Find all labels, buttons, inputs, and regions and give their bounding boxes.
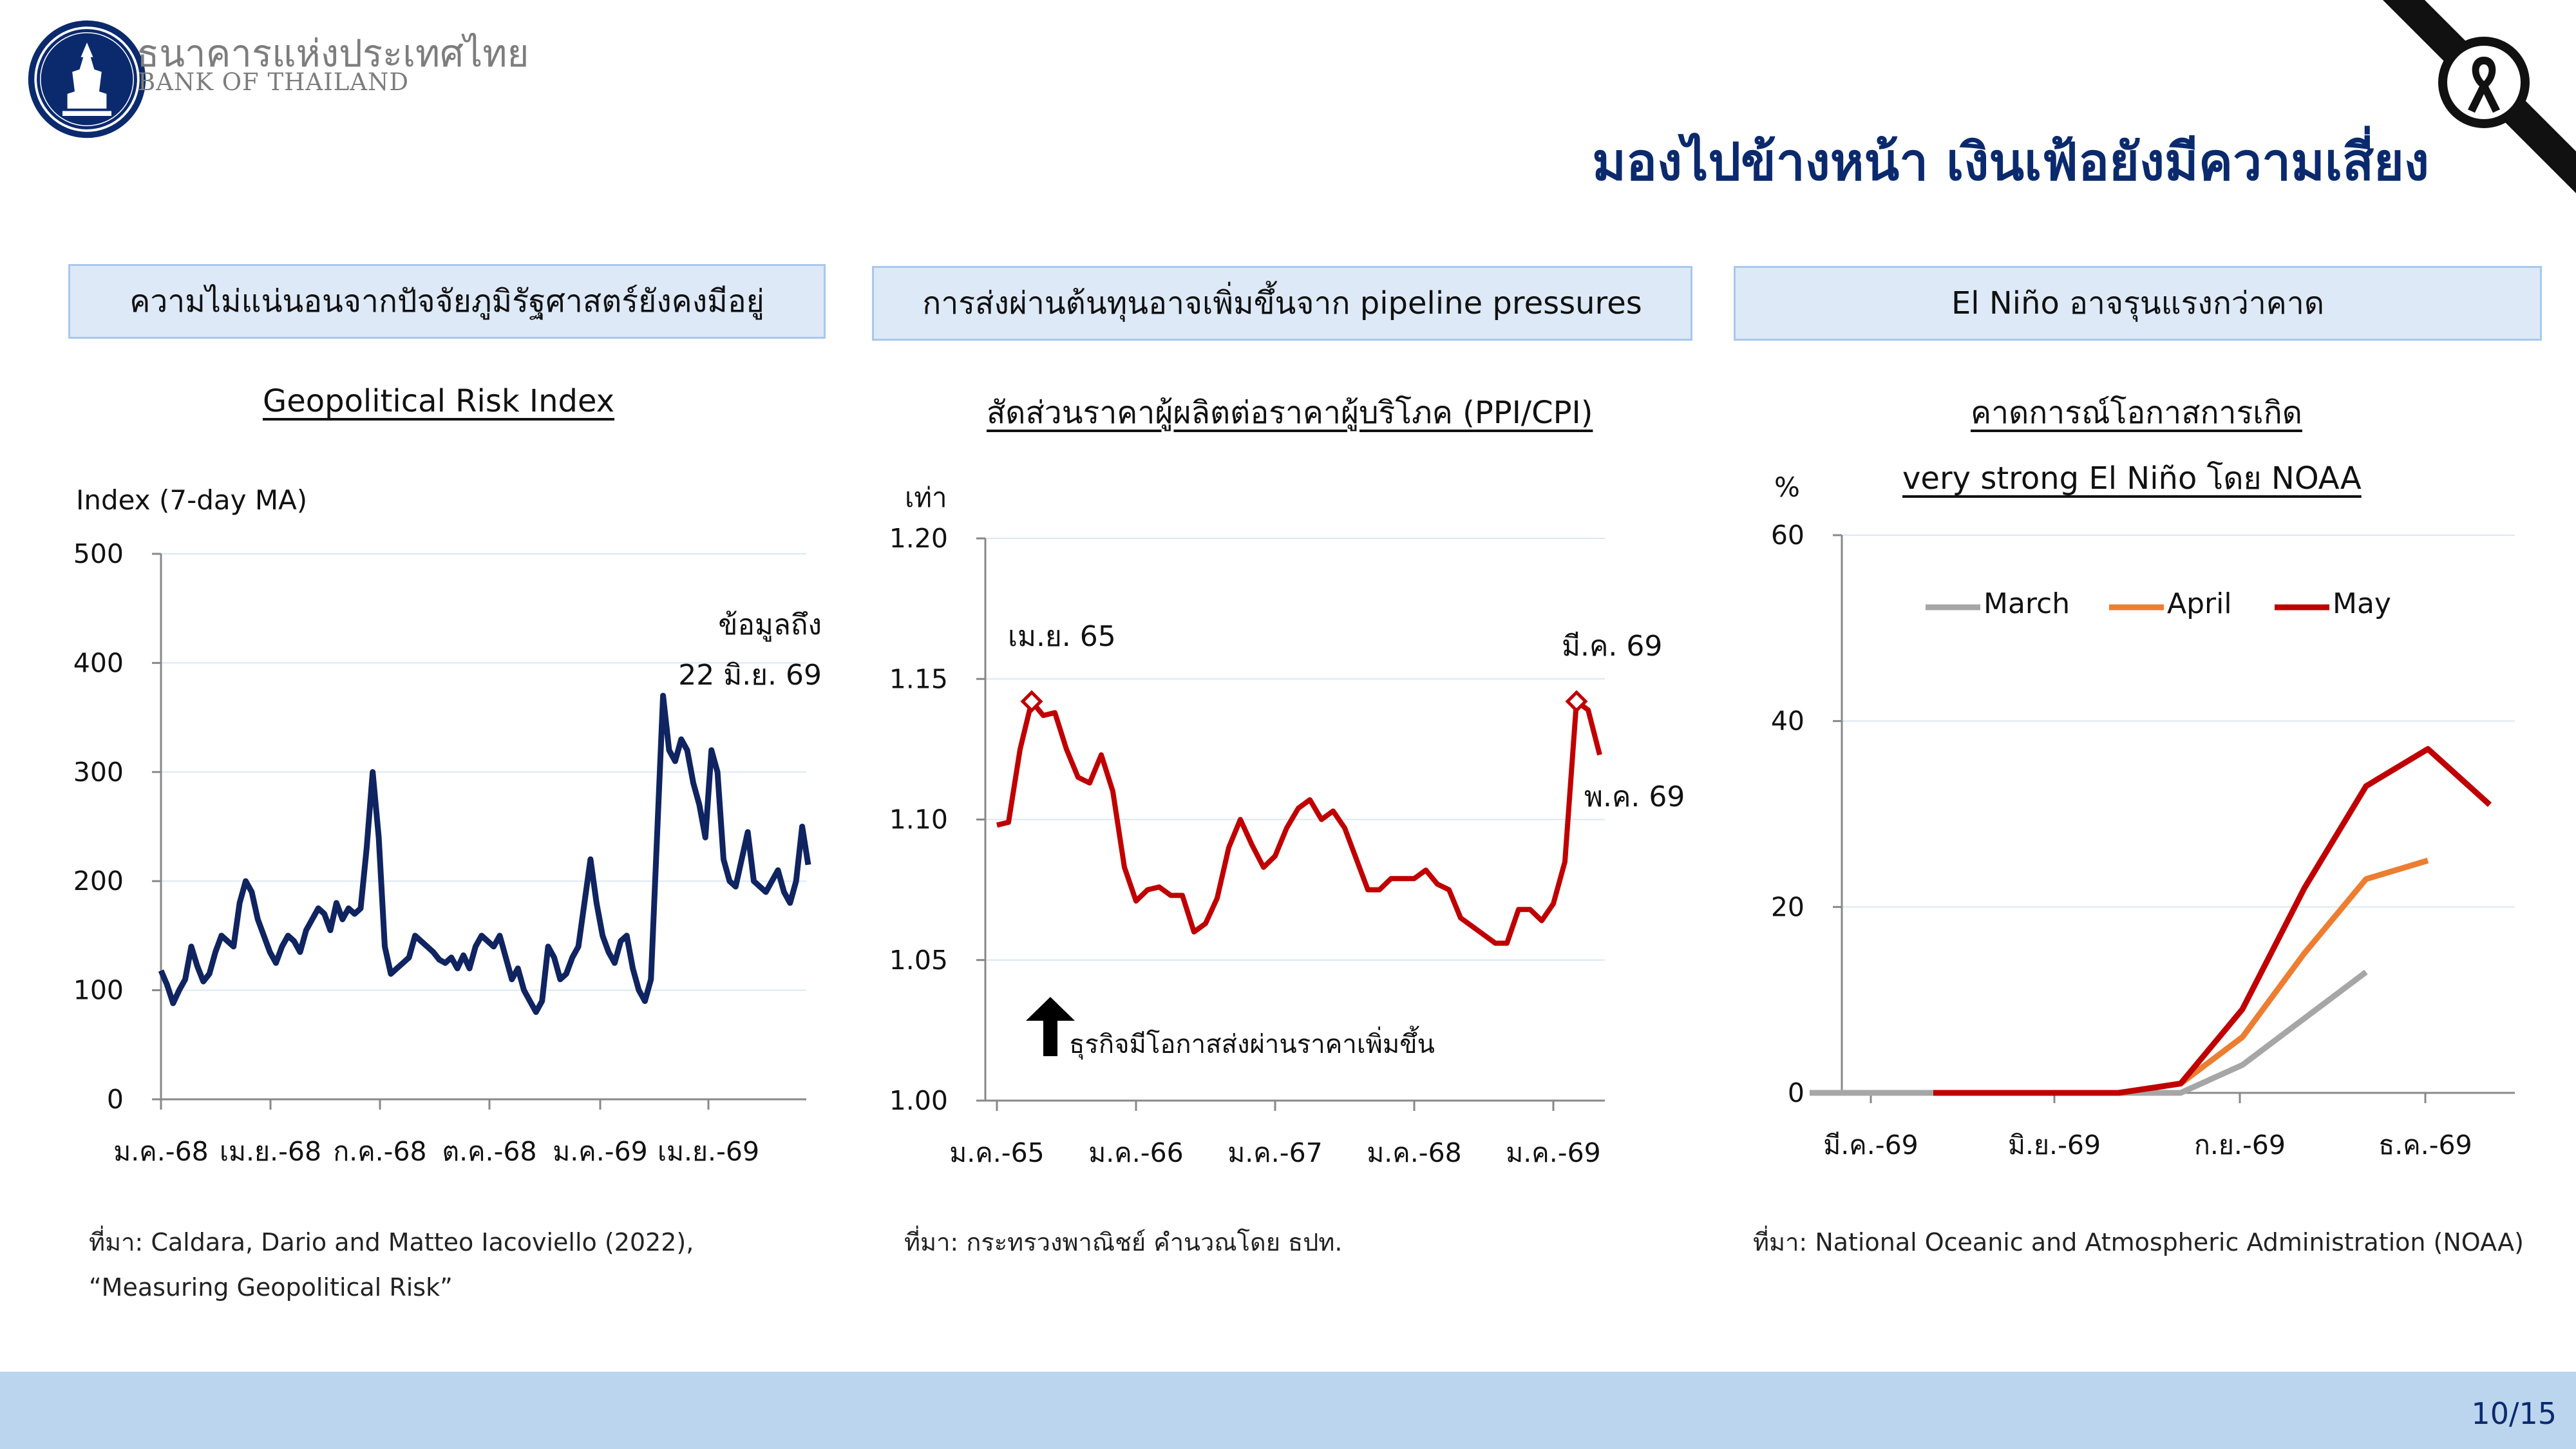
- nino-x-tick-label: มิ.ย.-69: [2008, 1130, 2101, 1160]
- ppi-annotation-apr65: เม.ย. 65: [1008, 620, 1116, 653]
- ppi-y-tick-label: 1.10: [889, 804, 948, 835]
- ppi-chart: 1.00 1.05 1.10 1.15 1.20 ม.ค.-65 ม.ค.-66 ม.ค.-…: [889, 523, 1685, 1168]
- gpr-x-tick-label: ก.ค.-68: [333, 1136, 426, 1167]
- section-header-label: การส่งผ่านต้นทุนอาจเพิ่มขึ้นจาก pipeline…: [922, 285, 1642, 321]
- gpr-source-line2: “Measuring Geopolitical Risk”: [89, 1273, 453, 1302]
- nino-series-may-line: [1933, 746, 2492, 1096]
- nino-y-unit: %: [1774, 471, 1800, 503]
- chart-title-nino-line1: คาดการณ์โอกาสการเกิด: [1971, 395, 2302, 431]
- gpr-chart: 0 100 200 300 400 500 ม.ค.-68 เม.ย.-68 ก.ค.-68 ต…: [73, 538, 822, 1167]
- nino-y-tick-label: 0: [1788, 1077, 1804, 1108]
- ppi-peak-marker: [1020, 690, 1043, 713]
- page-number: 10/15: [2471, 1396, 2557, 1431]
- gpr-annotation-date: 22 มิ.ย. 69: [678, 659, 822, 692]
- gpr-y-tick-label: 500: [73, 538, 124, 569]
- section-header-elnino: El Niño อาจรุนแรงกว่าคาด: [1734, 266, 2542, 341]
- ppi-x-tick-label: ม.ค.-66: [1088, 1137, 1183, 1168]
- ppi-series-line: [996, 699, 1602, 946]
- legend-label-march: March: [1984, 587, 2070, 620]
- section-header-label: El Niño อาจรุนแรงกว่าคาด: [1951, 285, 2325, 321]
- chart-title-gpr: Geopolitical Risk Index: [263, 383, 615, 419]
- legend-label-april: April: [2167, 587, 2232, 620]
- ppi-y-tick-label: 1.00: [889, 1085, 948, 1116]
- ppi-x-tick-label: ม.ค.-69: [1506, 1137, 1600, 1168]
- nino-x-tick-label: ธ.ค.-69: [2378, 1130, 2472, 1160]
- page-title: มองไปข้างหน้า เงินเฟ้อยังมีความเสี่ยง: [1592, 132, 2429, 192]
- chart-title-ppi: สัดส่วนราคาผู้ผลิตต่อราคาผู้บริโภค (PPI/…: [987, 395, 1593, 431]
- ppi-x-tick-label: ม.ค.-67: [1227, 1137, 1322, 1168]
- gpr-y-tick-label: 200: [73, 866, 124, 896]
- gpr-x-tick-label: ม.ค.-69: [553, 1136, 647, 1167]
- nino-source: ที่มา: National Oceanic and Atmospheric …: [1753, 1228, 2524, 1256]
- gpr-x-tick-label: ม.ค.-68: [113, 1136, 208, 1167]
- gpr-source-line1: ที่มา: Caldara, Dario and Matteo Iacovie…: [89, 1228, 694, 1256]
- nino-y-tick-label: 60: [1771, 520, 1804, 551]
- ppi-y-tick-label: 1.15: [889, 663, 948, 694]
- ppi-y-tick-label: 1.05: [889, 945, 948, 976]
- brand-name-english: BANK OF THAILAND: [138, 68, 410, 96]
- brand-name-thai: ธนาคารแห่งประเทศไทย: [137, 32, 529, 75]
- nino-x-tick-label: ก.ย.-69: [2194, 1130, 2286, 1160]
- gpr-series-line: [158, 692, 811, 1015]
- gpr-x-tick-label: เม.ย.-68: [220, 1136, 321, 1167]
- gpr-y-unit: Index (7-day MA): [76, 484, 308, 516]
- bank-of-thailand-logo-icon: [28, 20, 146, 138]
- ppi-y-unit: เท่า: [905, 482, 947, 513]
- gpr-x-tick-label: เม.ย.-69: [658, 1136, 759, 1167]
- nino-y-tick-label: 40: [1771, 706, 1804, 737]
- arrow-up-icon: [1026, 997, 1075, 1056]
- nino-y-tick-label: 20: [1771, 891, 1804, 922]
- ppi-peak-marker: [1565, 690, 1588, 713]
- ppi-annotation-may69: พ.ค. 69: [1584, 781, 1685, 813]
- section-header-label: ความไม่แน่นอนจากปัจจัยภูมิรัฐศาสตร์ยังคง…: [129, 283, 764, 319]
- gpr-x-tick-label: ต.ค.-68: [442, 1136, 536, 1167]
- nino-chart: 0 20 40 60 มี.ค.-69 มิ.ย.-69 ก.ย.-69 ธ.ค.-69 M…: [1771, 520, 2515, 1160]
- nino-series-march-line: [1810, 969, 2368, 1096]
- ppi-y-tick-label: 1.20: [889, 523, 948, 554]
- nino-legend: March April May: [1926, 587, 2391, 620]
- ppi-annotation-mar69: มี.ค. 69: [1562, 630, 1662, 663]
- ppi-source: ที่มา: กระทรวงพาณิชย์ คำนวณโดย ธปท.: [904, 1228, 1343, 1256]
- mourning-ribbon-icon: [2383, 0, 2576, 193]
- gpr-y-tick-label: 0: [107, 1084, 124, 1115]
- gpr-y-tick-label: 300: [73, 757, 124, 788]
- chart-title-nino-line2: very strong El Niño โดย NOAA: [1902, 460, 2362, 497]
- ppi-annotation-passthrough: ธุรกิจมีโอกาสส่งผ่านราคาเพิ่มขึ้น: [1069, 1025, 1435, 1060]
- section-header-geopolitics: ความไม่แน่นอนจากปัจจัยภูมิรัฐศาสตร์ยังคง…: [68, 264, 826, 339]
- gpr-y-tick-label: 100: [73, 975, 124, 1006]
- nino-x-tick-label: มี.ค.-69: [1823, 1130, 1918, 1160]
- gpr-annotation-label: ข้อมูลถึง: [718, 609, 822, 642]
- nino-series-april-line: [1933, 857, 2429, 1096]
- ppi-x-tick-label: ม.ค.-65: [949, 1137, 1044, 1168]
- section-header-pipeline: การส่งผ่านต้นทุนอาจเพิ่มขึ้นจาก pipeline…: [872, 266, 1692, 341]
- legend-label-may: May: [2333, 587, 2391, 620]
- footer-bar: [0, 1372, 2576, 1449]
- gpr-y-tick-label: 400: [73, 647, 124, 678]
- ppi-x-tick-label: ม.ค.-68: [1367, 1137, 1461, 1168]
